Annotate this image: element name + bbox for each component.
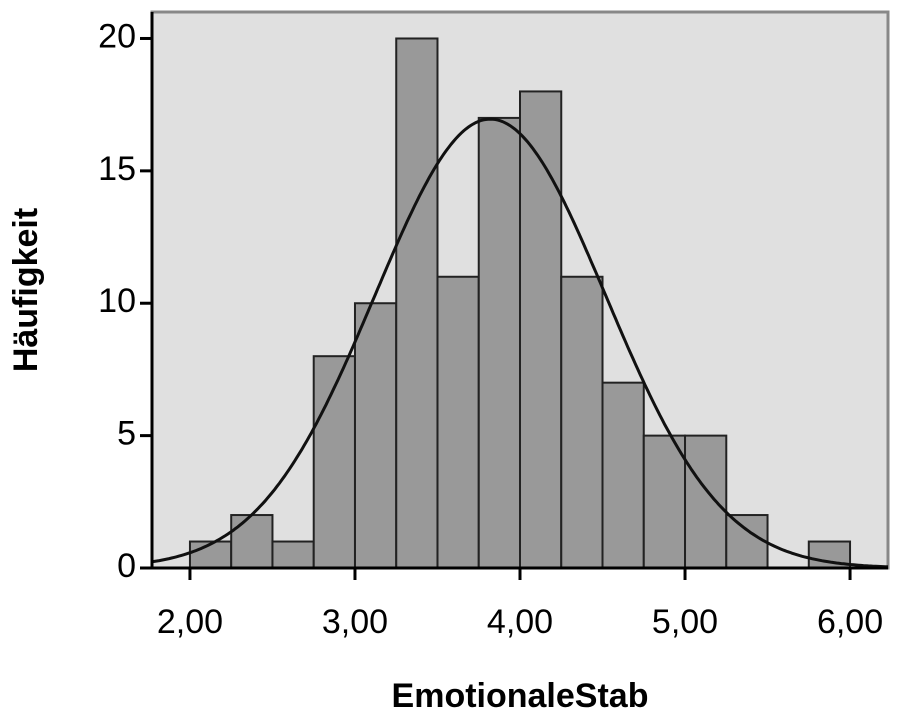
bar <box>560 275 604 569</box>
bar <box>395 37 439 569</box>
x-axis-label: EmotionaleStab <box>392 677 649 715</box>
y-tick-label: 0 <box>117 547 136 585</box>
y-axis-label: Häufigkeit <box>7 208 45 372</box>
bar <box>519 90 563 570</box>
bar <box>353 302 398 569</box>
x-tick-label: 3,00 <box>322 603 388 641</box>
x-tick-label: 6,00 <box>817 603 883 641</box>
normal-curve <box>151 117 889 569</box>
bar <box>436 275 480 569</box>
bar <box>601 381 645 569</box>
x-tick-label: 2,00 <box>157 603 223 641</box>
y-tick-label: 15 <box>98 150 136 188</box>
bar <box>642 434 687 569</box>
x-tick-label: 5,00 <box>652 603 718 641</box>
bar <box>725 514 769 569</box>
bar <box>271 540 315 569</box>
y-tick-label: 10 <box>98 282 136 320</box>
bar <box>477 116 521 570</box>
bar <box>230 514 274 569</box>
bar <box>684 434 728 569</box>
y-tick-label: 20 <box>98 17 136 55</box>
x-tick-label: 4,00 <box>487 603 553 641</box>
y-tick-label: 5 <box>117 415 136 453</box>
